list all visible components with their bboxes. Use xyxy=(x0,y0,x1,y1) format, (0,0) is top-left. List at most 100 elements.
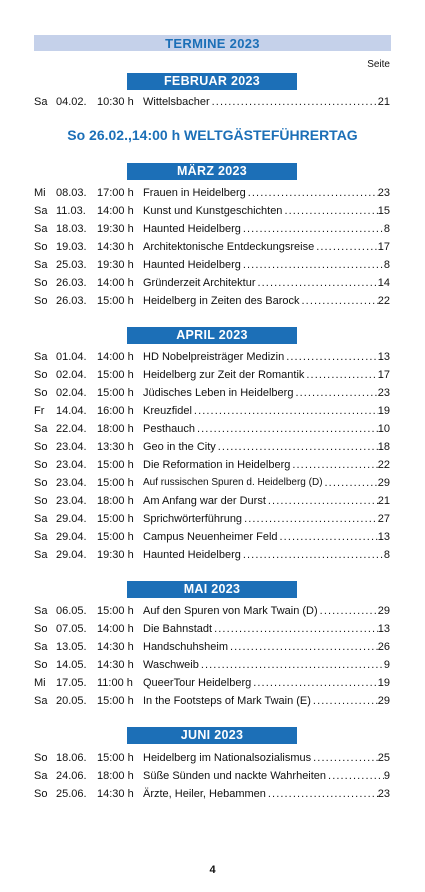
event-list-april: Sa 01.04. 14:00 h HD Nobelpreisträger Mediz… xyxy=(34,348,390,564)
dot-leader xyxy=(228,638,378,656)
event-weekday: Sa xyxy=(34,259,48,271)
dot-leader xyxy=(256,274,378,292)
dot-leader xyxy=(293,384,377,402)
event-title-line: HD Nobelpreisträger Medizin 13 xyxy=(143,348,390,366)
event-row: So 02.04. 15:00 h Jüdisches Leben in Heidel… xyxy=(34,384,390,402)
event-weekday: Sa xyxy=(34,605,48,617)
event-time: 19:30 h xyxy=(97,223,134,235)
event-time: 16:00 h xyxy=(97,405,134,417)
event-date: 29.04. xyxy=(56,531,87,543)
event-title-line: QueerTour Heidelberg 19 xyxy=(143,674,390,692)
event-date: 04.02. xyxy=(56,96,87,108)
event-row: Sa 11.03. 14:00 h Kunst und Kunstgeschichte… xyxy=(34,202,390,220)
dot-leader xyxy=(216,438,378,456)
event-time: 14:00 h xyxy=(97,205,134,217)
event-title-line: Am Anfang war der Durst 21 xyxy=(143,492,390,510)
event-title-line: Kunst und Kunstgeschichten 15 xyxy=(143,202,390,220)
event-title-line: Ärzte, Heiler, Hebammen 23 xyxy=(143,785,390,803)
event-title: Haunted Heidelberg xyxy=(143,223,241,235)
event-weekday: Sa xyxy=(34,205,48,217)
event-row: Sa 29.04. 15:00 h Campus Neuenheimer Feld 13 xyxy=(34,528,390,546)
event-row: So 23.04. 18:00 h Am Anfang war der Durst 21 xyxy=(34,492,390,510)
event-time: 15:00 h xyxy=(97,531,134,543)
event-page-ref: 13 xyxy=(377,623,390,635)
event-time: 14:30 h xyxy=(97,788,134,800)
event-date: 17.05. xyxy=(56,677,87,689)
event-page-ref: 13 xyxy=(377,531,390,543)
event-row: Sa 01.04. 14:00 h HD Nobelpreisträger Mediz… xyxy=(34,348,390,366)
event-title: Sprichwörterführung xyxy=(143,513,243,525)
event-title: HD Nobelpreisträger Medizin xyxy=(143,351,285,363)
event-row: So 02.04. 15:00 h Heidelberg zur Zeit der R… xyxy=(34,366,390,384)
event-time: 14:30 h xyxy=(97,241,134,253)
event-page-ref: 17 xyxy=(377,241,390,253)
event-date: 29.04. xyxy=(56,513,87,525)
event-time: 15:00 h xyxy=(97,477,134,489)
event-weekday: So xyxy=(34,477,48,489)
event-date: 14.05. xyxy=(56,659,87,671)
event-date: 23.04. xyxy=(56,459,87,471)
event-page-ref: 29 xyxy=(377,695,390,707)
document-title: TERMINE 2023 xyxy=(165,36,260,51)
event-page-ref: 19 xyxy=(377,677,390,689)
month-header-februar: FEBRUAR 2023 xyxy=(127,73,297,90)
event-page-ref: 23 xyxy=(377,187,390,199)
event-title-line: In the Footsteps of Mark Twain (E) 29 xyxy=(143,692,390,710)
event-time: 15:00 h xyxy=(97,459,134,471)
event-row: So 25.06. 14:30 h Ärzte, Heiler, Hebammen 23 xyxy=(34,785,390,803)
month-header-april: APRIL 2023 xyxy=(127,327,297,344)
event-weekday: So xyxy=(34,241,48,253)
page-number: 4 xyxy=(209,864,216,876)
event-time: 15:00 h xyxy=(97,605,134,617)
event-title-line: Heidelberg im Nationalsozialismus 25 xyxy=(143,749,390,767)
event-page-ref: 14 xyxy=(377,277,390,289)
event-title-line: Die Bahnstadt 13 xyxy=(143,620,390,638)
event-date: 23.04. xyxy=(56,441,87,453)
event-title: Kreuzfidel xyxy=(143,405,192,417)
event-title-line: Handschuhsheim 26 xyxy=(143,638,390,656)
event-row: Sa 06.05. 15:00 h Auf den Spuren von Mark T… xyxy=(34,602,390,620)
event-date: 02.04. xyxy=(56,387,87,399)
event-title-line: Heidelberg in Zeiten des Barock 22 xyxy=(143,292,390,310)
event-time: 14:30 h xyxy=(97,659,134,671)
event-weekday: Sa xyxy=(34,549,48,561)
event-weekday: Sa xyxy=(34,770,48,782)
event-row: Sa 25.03. 19:30 h Haunted Heidelberg 8 xyxy=(34,256,390,274)
dot-leader xyxy=(246,184,378,202)
event-title-line: Heidelberg zur Zeit der Romantik 17 xyxy=(143,366,390,384)
event-title-line: Süße Sünden und nackte Wahrheiten 9 xyxy=(143,767,390,785)
document-title-bar: TERMINE 2023 xyxy=(34,35,391,51)
event-date: 18.06. xyxy=(56,752,87,764)
event-page-ref: 13 xyxy=(377,351,390,363)
event-time: 14:00 h xyxy=(97,351,134,363)
event-weekday: Sa xyxy=(34,351,48,363)
event-title-line: Haunted Heidelberg 8 xyxy=(143,220,390,238)
event-page-ref: 19 xyxy=(377,405,390,417)
dot-leader xyxy=(300,292,378,310)
event-title-line: Geo in the City 18 xyxy=(143,438,390,456)
event-page-ref: 29 xyxy=(377,477,390,489)
event-weekday: So xyxy=(34,459,48,471)
event-title: Kunst und Kunstgeschichten xyxy=(143,205,283,217)
dot-leader xyxy=(278,528,378,546)
month-header-juni: JUNI 2023 xyxy=(127,727,297,744)
event-title: Pesthauch xyxy=(143,423,195,435)
event-weekday: So xyxy=(34,277,48,289)
event-date: 13.05. xyxy=(56,641,87,653)
event-title-line: Waschweib 9 xyxy=(143,656,390,674)
dot-leader xyxy=(199,656,384,674)
event-title-line: Kreuzfidel 19 xyxy=(143,402,390,420)
event-title-line: Sprichwörterführung 27 xyxy=(143,510,390,528)
event-row: Sa 22.04. 18:00 h Pesthauch 10 xyxy=(34,420,390,438)
event-date: 26.03. xyxy=(56,277,87,289)
event-weekday: Fr xyxy=(34,405,45,417)
event-row: So 23.04. 15:00 h Die Reformation in Heidel… xyxy=(34,456,390,474)
event-title: Geo in the City xyxy=(143,441,216,453)
event-title: Heidelberg zur Zeit der Romantik xyxy=(143,369,305,381)
dot-leader xyxy=(314,238,378,256)
event-time: 15:00 h xyxy=(97,752,134,764)
event-date: 25.06. xyxy=(56,788,87,800)
event-row: Fr 14.04. 16:00 h Kreuzfidel 19 xyxy=(34,402,390,420)
event-date: 08.03. xyxy=(56,187,87,199)
event-title-line: Haunted Heidelberg 8 xyxy=(143,546,390,564)
